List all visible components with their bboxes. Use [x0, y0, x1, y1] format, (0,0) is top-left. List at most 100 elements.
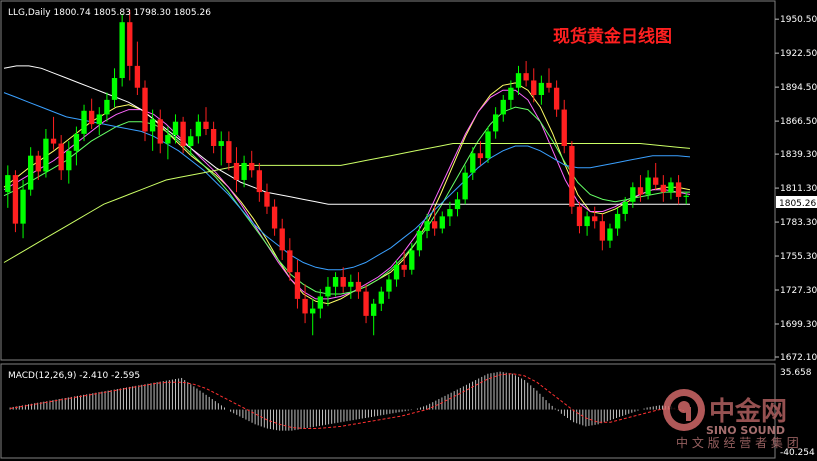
candle [355, 272, 362, 299]
price-tick-label: 1839.30 [780, 150, 817, 160]
candle [96, 107, 102, 136]
moving-average-lines [3, 65, 691, 305]
candle [218, 131, 224, 166]
candle [462, 165, 468, 205]
candle [241, 155, 247, 188]
candle [363, 284, 369, 324]
ma-line-2 [3, 106, 690, 295]
candle [508, 80, 514, 110]
candle [210, 121, 217, 154]
candle [12, 170, 19, 233]
candle [310, 298, 316, 336]
candle [401, 250, 407, 278]
candle [645, 170, 651, 200]
ma-line-3 [3, 92, 691, 271]
candle [134, 41, 141, 96]
candle [165, 126, 171, 160]
brand-slogan: 中 文 版 经 营 者 集 团 [676, 435, 799, 450]
macd-tick-label: -40.254 [780, 448, 815, 458]
candle [180, 116, 186, 154]
brand-cn: 中金网 [709, 396, 787, 427]
candle [637, 175, 644, 202]
current-price-box [776, 196, 817, 208]
candle [553, 80, 560, 117]
sino-sound-logo: 中金网 SINO SOUND 中 文 版 经 营 者 集 团 [663, 389, 799, 450]
candle [287, 238, 293, 281]
candle [378, 286, 384, 312]
ma-line-0 [3, 82, 691, 305]
candle [50, 116, 57, 150]
candle [424, 213, 430, 239]
candle [226, 131, 232, 171]
price-tick-label: 1672.10 [780, 353, 817, 363]
price-pane [0, 0, 776, 361]
candle [5, 165, 11, 208]
candle [332, 272, 339, 297]
price-tick-label: 1866.50 [780, 117, 817, 127]
price-tick-label: 1755.30 [780, 252, 817, 262]
candle [683, 192, 689, 205]
candle [203, 107, 209, 136]
candle [20, 179, 26, 239]
macd-histogram [9, 371, 684, 431]
candle [409, 243, 415, 275]
candle [546, 68, 552, 93]
candle [660, 175, 666, 202]
candle [531, 68, 537, 103]
price-tick-label: 1894.50 [780, 83, 817, 93]
candle [28, 147, 34, 196]
candle [256, 162, 263, 202]
candle [142, 80, 148, 142]
candle [81, 104, 87, 142]
candle [485, 126, 491, 163]
candle [157, 109, 163, 154]
price-tick-label: 1950.50 [780, 15, 817, 25]
price-tick-label: 1783.30 [780, 218, 817, 228]
candle [386, 274, 392, 299]
chart-header: LLG,Daily 1800.74 1805.83 1798.30 1805.2… [8, 8, 211, 18]
candle [561, 99, 567, 154]
chart-title: 现货黄金日线图 [553, 26, 672, 47]
candle [119, 13, 125, 87]
candle [653, 162, 659, 190]
candle [630, 182, 636, 208]
candle [58, 135, 64, 180]
candle [439, 211, 445, 234]
candle [668, 177, 674, 200]
candle [584, 211, 590, 236]
candle [416, 226, 423, 257]
candle [492, 107, 499, 139]
candle [592, 206, 598, 229]
candle [127, 10, 133, 81]
candle [279, 218, 285, 261]
ma-line-5 [3, 143, 691, 263]
candle [325, 277, 331, 307]
candle [271, 199, 278, 236]
candle [470, 147, 476, 180]
candle [149, 109, 156, 151]
candle [188, 128, 194, 156]
candle [43, 128, 49, 178]
brand-en: SINO SOUND [706, 424, 785, 437]
candle [523, 61, 529, 87]
price-axis: 1950.50 1922.50 1894.50 1866.50 1839.30 1811.… [775, 15, 817, 458]
current-price-label: 1805.26 [779, 199, 816, 209]
candle [66, 141, 72, 184]
ma-line-4 [3, 65, 690, 205]
candle [393, 260, 400, 287]
candle [111, 68, 118, 108]
candle [431, 206, 438, 236]
price-tick-label: 1811.30 [780, 184, 817, 194]
candle [500, 95, 506, 122]
candle [348, 274, 354, 299]
candle [233, 147, 240, 193]
candle [249, 150, 255, 178]
candle [371, 298, 377, 336]
candle [195, 114, 202, 144]
ma-line-1 [3, 89, 691, 300]
candle [88, 98, 95, 129]
candle [675, 175, 682, 205]
macd-tick-label: 35.658 [780, 368, 812, 378]
candle [622, 196, 628, 222]
